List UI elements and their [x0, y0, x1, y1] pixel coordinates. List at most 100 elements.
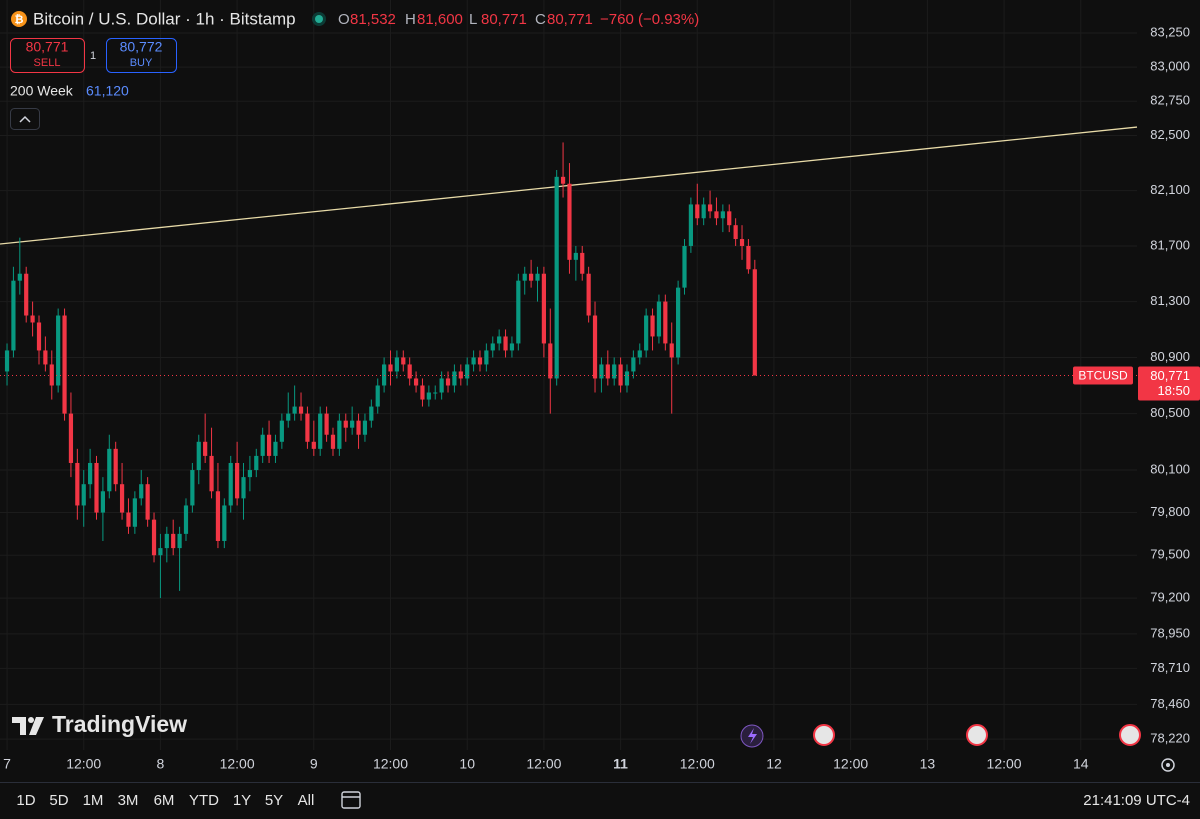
candle-body [190, 470, 195, 506]
y-tick-label: 81,300 [1150, 293, 1190, 308]
candle-body [746, 245, 751, 270]
range-button[interactable]: 5D [49, 792, 68, 809]
bitcoin-icon [11, 11, 27, 27]
settings-icon[interactable] [1161, 758, 1175, 772]
toolbar: 1D 5D 1M 3M 6M YTD 1Y 5Y All [16, 792, 314, 809]
candle-body [401, 357, 406, 365]
candle-body [235, 462, 240, 499]
bitcoin-icon-glyph: ₿ [15, 14, 24, 26]
candle-body [471, 357, 476, 365]
candle-body [119, 484, 125, 513]
grid [0, 0, 1137, 750]
sell-label: SELL [34, 57, 61, 69]
candle-body [203, 441, 208, 456]
candle-body [413, 378, 419, 386]
plot [0, 126, 1138, 599]
candle-body [503, 336, 508, 351]
candle-body [388, 364, 393, 372]
candle-body [452, 371, 457, 386]
candle-body [644, 315, 649, 351]
candle-body [445, 378, 451, 386]
y-tick-label: 79,800 [1150, 504, 1190, 519]
ohlc-value: 81,532 [350, 11, 396, 28]
candle-body [407, 364, 412, 379]
settings-icon-center [1166, 763, 1170, 767]
candle-body [426, 392, 431, 400]
clock[interactable]: 21:41:09 UTC-4 [1083, 792, 1190, 809]
x-tick-label: 12:00 [220, 756, 255, 772]
candle-body [707, 204, 713, 212]
x-tick-label: 12:00 [526, 756, 561, 772]
candle-body [592, 315, 598, 379]
range-button[interactable]: 1D [16, 792, 35, 809]
candle-body [695, 204, 700, 219]
candle-body [669, 343, 674, 358]
candle-body [739, 239, 745, 246]
x-tick-label: 14 [1073, 756, 1089, 772]
candle-body [516, 280, 521, 344]
candle-body [62, 315, 67, 414]
buy-label: BUY [130, 57, 153, 69]
candle-body [580, 252, 585, 274]
event-flag[interactable] [813, 724, 835, 746]
event-flag[interactable] [966, 724, 988, 746]
range-button[interactable]: All [298, 792, 315, 809]
collapse-button[interactable] [10, 108, 40, 130]
x-tick-label: 13 [920, 756, 936, 772]
range-button[interactable]: 1Y [233, 792, 251, 809]
symbol-tag-label: BTCUSD [1078, 369, 1128, 383]
candle-body [11, 280, 16, 351]
candle-body [24, 273, 29, 316]
candle-body [541, 273, 546, 344]
candle-body [522, 273, 527, 281]
candle-body [241, 477, 246, 499]
ohlc-value: 80,771 [481, 11, 527, 28]
candle-body [612, 364, 617, 379]
candle-body [139, 484, 144, 499]
candle-body [4, 350, 10, 372]
y-tick-label: 80,100 [1150, 461, 1190, 476]
ohlc-key: H [405, 11, 416, 28]
candle-body [624, 371, 630, 386]
y-tick-label: 82,500 [1150, 127, 1190, 142]
y-tick-label: 82,750 [1150, 93, 1190, 108]
sell-button[interactable] [10, 38, 85, 73]
candle-body [126, 512, 131, 527]
candle-body [247, 470, 252, 478]
x-tick-label: 9 [310, 756, 318, 772]
candle-body [682, 245, 687, 288]
candle-body [286, 413, 291, 421]
candle-body [337, 420, 342, 449]
event-flag[interactable] [1119, 724, 1141, 746]
range-button[interactable]: 6M [154, 792, 175, 809]
candle-body [68, 413, 74, 463]
axes: 83,250 83,000 82,750 82,500 82,100 81,700 81,3… [3, 24, 1200, 772]
candle-body [458, 371, 463, 379]
candle-body [228, 462, 233, 506]
ohlc-key: C [535, 11, 546, 28]
candle-body [215, 491, 221, 541]
candle-body [701, 204, 706, 219]
candle-body [720, 211, 725, 219]
range-button[interactable]: 3M [118, 792, 139, 809]
x-tick-label: 7 [3, 756, 11, 772]
symbol-title[interactable]: Bitcoin / U.S. Dollar · 1h · Bitstamp [33, 9, 296, 28]
price-tag-value: 80,771 [1150, 368, 1190, 383]
candle-body [171, 533, 176, 549]
candle-body [727, 211, 732, 226]
range-button[interactable]: 1M [83, 792, 104, 809]
ohlc-value: 81,600 [417, 11, 463, 28]
buy-button[interactable] [106, 38, 177, 73]
candle-body [369, 406, 374, 421]
candle-body [663, 301, 668, 344]
candle-body [298, 406, 304, 414]
range-button[interactable]: YTD [189, 792, 219, 809]
calendar-icon[interactable] [341, 791, 361, 809]
range-button[interactable]: 5Y [265, 792, 283, 809]
quantity: 1 [90, 50, 96, 62]
candle-body [209, 455, 214, 492]
y-tick-label: 78,950 [1150, 625, 1190, 640]
candle-body [535, 273, 540, 281]
x-tick-label: 12:00 [833, 756, 868, 772]
